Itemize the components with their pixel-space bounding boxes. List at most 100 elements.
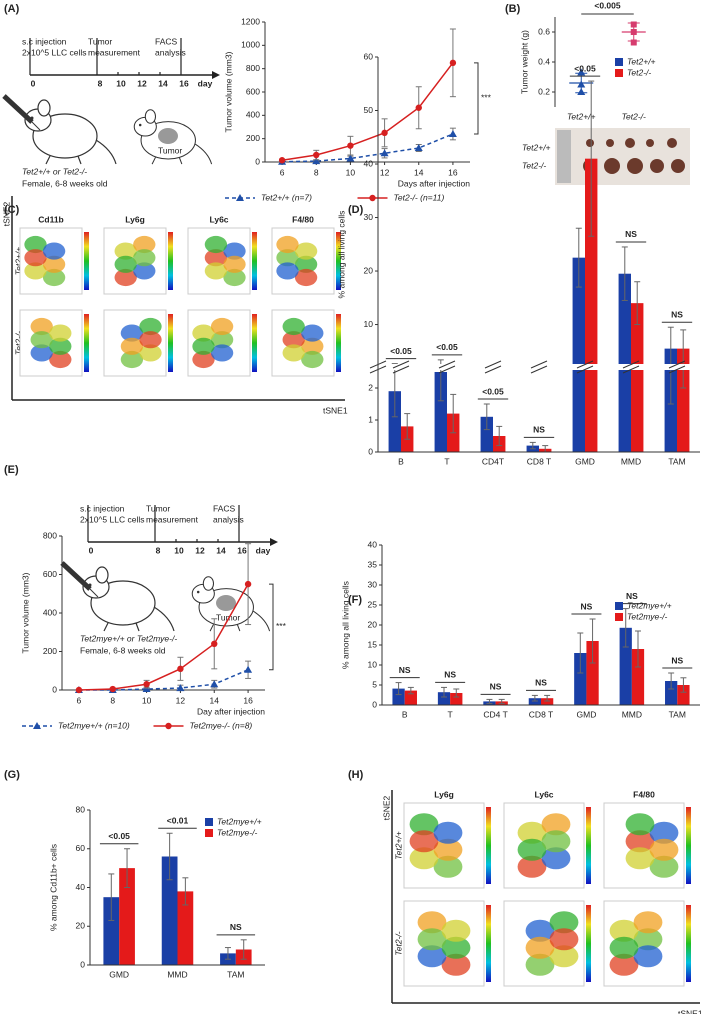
significance-bracket	[269, 583, 274, 671]
tsne-cluster	[49, 350, 72, 369]
timeline-label: 14	[158, 78, 168, 88]
y-tick-label: 40	[364, 158, 374, 168]
bar	[437, 692, 451, 705]
marker	[448, 130, 457, 137]
tumor-sample	[604, 158, 620, 174]
bar	[528, 698, 541, 705]
panel-label: (H)	[348, 769, 364, 781]
significance-label: <0.005	[594, 0, 621, 10]
x-tick-label: Tet2+/+	[567, 111, 596, 121]
error-bar	[450, 393, 457, 434]
error-bar	[529, 441, 536, 450]
marker	[210, 680, 219, 688]
bar	[434, 372, 447, 452]
error-bar	[441, 686, 448, 698]
timeline-arrow	[212, 71, 220, 79]
marker-label: Ly6c	[534, 789, 553, 799]
marker	[109, 685, 116, 693]
legend-label: Tet2-/- (n=11)	[394, 192, 445, 202]
y-tick-label: 0	[372, 699, 377, 709]
tsne-cluster	[409, 813, 439, 836]
tsne-cluster	[204, 249, 228, 267]
x-tick-label: 10	[346, 167, 356, 177]
error-bar	[404, 413, 411, 440]
y-tick-label: 200	[246, 133, 260, 143]
tsne-cluster	[525, 936, 555, 959]
marker	[630, 29, 637, 35]
y-tick-label: 20	[364, 265, 374, 275]
error-bar	[483, 403, 490, 431]
significance-label: <0.05	[436, 342, 458, 352]
tsne-cluster	[133, 235, 156, 254]
tsne-cluster	[114, 255, 137, 273]
y-tick-label: 0.2	[538, 86, 550, 96]
x-tick-label: GMD	[109, 969, 129, 979]
tsne-cluster	[42, 255, 66, 273]
tsne-cluster	[417, 945, 447, 968]
tsne-cluster	[433, 838, 463, 861]
x-tick-label: 14	[414, 167, 424, 177]
marker-label: Ly6g	[434, 789, 454, 799]
legend-label: Tet2mye-/-	[627, 611, 667, 621]
color-bar	[686, 807, 691, 884]
significance-label: ***	[276, 621, 287, 631]
marker	[165, 722, 172, 730]
marker	[415, 104, 422, 111]
tsne-cluster	[276, 235, 299, 254]
tsne-cluster	[301, 337, 324, 355]
x-tick-label: MMD	[622, 709, 642, 719]
series-line	[281, 62, 454, 161]
significance-label: <0.05	[108, 831, 130, 841]
color-bar	[336, 314, 341, 372]
timeline-unit: day	[256, 545, 271, 555]
tsne-cluster	[139, 331, 162, 349]
y-tick-label: 600	[43, 569, 57, 579]
timeline-label: 0	[89, 545, 94, 555]
step-label: s.c injection	[22, 36, 67, 46]
color-bar	[586, 807, 591, 884]
tsne-cluster	[276, 249, 299, 267]
x-tick-label: CD4T	[482, 456, 504, 466]
legend-label: Tet2mye+/+ (n=10)	[58, 720, 130, 730]
y-axis-label: Tumor volume (mm3)	[20, 572, 30, 653]
step-label: FACS	[213, 503, 236, 513]
tsne-cluster	[139, 344, 162, 362]
marker-label: F4/80	[292, 214, 314, 224]
tsne-cluster	[541, 830, 571, 853]
marker	[33, 722, 41, 729]
x-tick-label: 16	[448, 167, 458, 177]
tsne-cluster	[633, 928, 663, 951]
y-tick-label: 20	[76, 921, 86, 931]
mouse	[82, 566, 175, 632]
series-line	[78, 669, 249, 691]
significance-label: NS	[625, 229, 637, 239]
tsne-cluster	[433, 821, 463, 844]
bar	[177, 891, 194, 965]
significance-label: NS	[535, 678, 547, 688]
error-bar	[496, 425, 503, 447]
genotype-label: Tet2+/+ or Tet2-/-	[22, 166, 87, 176]
x-tick-label: 16	[243, 695, 253, 705]
error-bar	[108, 873, 115, 921]
row-label: Tet2-/-	[393, 931, 403, 955]
y-tick-label: 1000	[241, 40, 260, 50]
y-tick-label: 10	[364, 319, 374, 329]
tsne-cluster	[49, 337, 72, 355]
bar	[480, 416, 493, 452]
marker	[312, 157, 321, 165]
x-tick-label: 8	[110, 695, 115, 705]
color-bar	[84, 314, 89, 372]
tsne-cluster	[541, 847, 571, 870]
tsne-cluster	[301, 324, 324, 342]
y-tick-label: 60	[364, 51, 374, 61]
color-bar	[486, 807, 491, 884]
legend-swatch	[205, 818, 213, 826]
marker	[577, 68, 586, 76]
legend-swatch	[615, 613, 623, 621]
color-bar	[84, 232, 89, 290]
mice-label: Female, 6-8 weeks old	[22, 178, 108, 188]
significance-bracket	[474, 62, 479, 135]
tsne-cluster	[525, 953, 555, 976]
error-bar	[166, 832, 173, 881]
legend-label: Tet2mye+/+	[627, 600, 672, 610]
